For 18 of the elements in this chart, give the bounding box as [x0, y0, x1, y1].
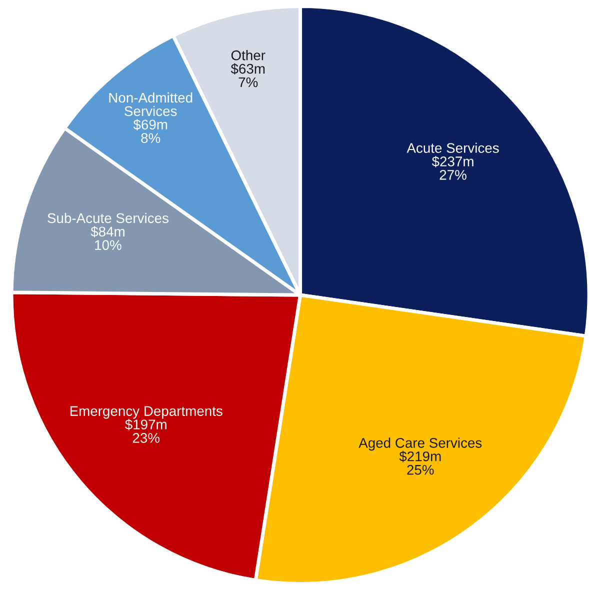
- text: 27%: [440, 170, 466, 180]
- slice-label: Emergency Departments: [70, 406, 222, 419]
- slice-label: Acute Services: [406, 142, 499, 153]
- slice-label: Aged Care Services: [358, 438, 482, 451]
- slice-label: Other: [231, 50, 266, 60]
- text: 25%: [407, 464, 434, 475]
- data-label: $237m: [432, 156, 474, 168]
- slice-label: Non-Admitted Services: [109, 92, 192, 116]
- data-label: $84m: [90, 226, 124, 238]
- data-label: $219m: [399, 450, 441, 462]
- data-label: $63m: [230, 63, 265, 75]
- text: 10%: [95, 240, 122, 250]
- text: 8%: [141, 133, 160, 143]
- data-label: $197m: [125, 419, 166, 430]
- data-label: $69m: [133, 119, 168, 130]
- slice-label: Sub-Acute Services: [48, 212, 168, 224]
- text: 7%: [238, 77, 258, 88]
- text: 23%: [132, 433, 160, 443]
